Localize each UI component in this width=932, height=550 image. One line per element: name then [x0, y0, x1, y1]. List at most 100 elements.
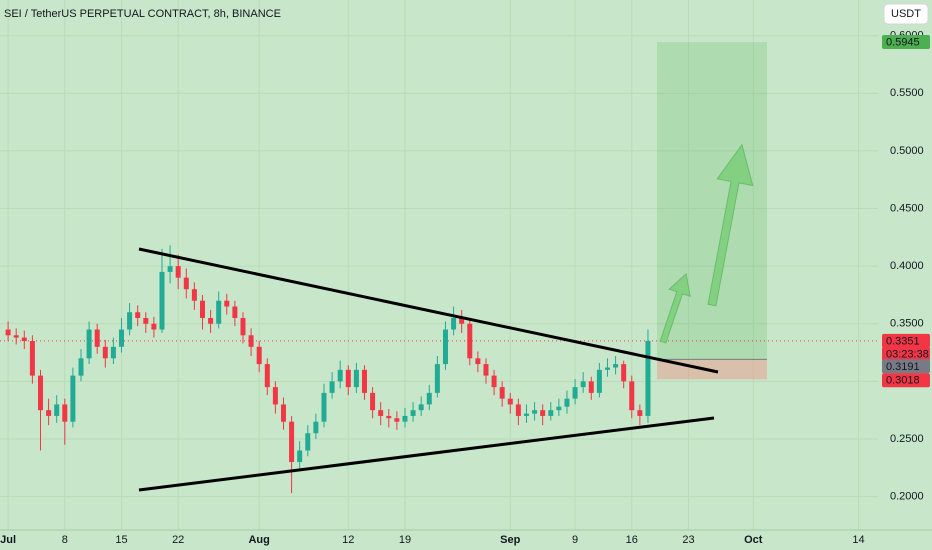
- candle-body: [54, 404, 60, 416]
- candle-body: [370, 392, 376, 411]
- candle-body: [507, 398, 513, 405]
- candle-body: [378, 410, 384, 416]
- entry-tag: 0.3191: [886, 361, 920, 373]
- candle-body: [46, 410, 52, 416]
- candle-body: [645, 340, 651, 416]
- candle-body: [183, 277, 189, 290]
- candle-body: [418, 404, 424, 411]
- y-tick-label: 0.4000: [890, 260, 924, 272]
- candle-body: [167, 266, 173, 272]
- candle-body: [613, 364, 619, 368]
- entry-tag-bg: [882, 359, 930, 374]
- x-tick-label: Oct: [744, 534, 763, 546]
- candle-body: [305, 433, 311, 451]
- x-tick-label: 19: [399, 534, 411, 546]
- candle-body: [345, 369, 351, 388]
- y-tick-label: 0.3500: [890, 318, 924, 330]
- candle-body: [451, 318, 457, 330]
- candle-body: [467, 323, 473, 359]
- candle-body: [459, 318, 465, 324]
- candle-body: [21, 337, 27, 342]
- x-tick-label: 22: [172, 534, 184, 546]
- candle-body: [637, 410, 643, 416]
- candle-body: [540, 410, 546, 416]
- candle-body: [127, 312, 133, 330]
- x-tick-label: 14: [852, 534, 864, 546]
- candle-body: [532, 410, 538, 414]
- candle-body: [280, 404, 286, 422]
- candle-body: [442, 329, 448, 365]
- candle-body: [159, 271, 165, 330]
- candle-body: [13, 335, 19, 338]
- candle-body: [191, 289, 197, 301]
- y-tick-label: 0.5500: [890, 87, 924, 99]
- target-tag-bg: [882, 35, 930, 50]
- x-tick-label: Aug: [248, 534, 269, 546]
- lower-trendline: [138, 416, 715, 492]
- candle-body: [629, 381, 635, 411]
- big-arrow: [707, 143, 754, 307]
- currency-label[interactable]: USDT: [891, 8, 921, 20]
- candle-body: [410, 410, 416, 416]
- candle-body: [556, 406, 562, 411]
- candle-body: [37, 375, 43, 411]
- x-tick-label: 12: [342, 534, 354, 546]
- candle-body: [199, 300, 205, 318]
- small-arrow: [659, 272, 691, 344]
- stop-tag-bg: [882, 373, 930, 388]
- candle-body: [248, 335, 254, 347]
- candle-body: [313, 421, 319, 434]
- x-tick-label: Sep: [500, 534, 520, 546]
- candle-body: [175, 266, 181, 278]
- candle-body: [483, 364, 489, 376]
- candle-body: [62, 404, 68, 422]
- candle-body: [596, 369, 602, 393]
- candle-body: [5, 329, 11, 336]
- currency-button[interactable]: [883, 3, 929, 25]
- upper-trendline: [138, 247, 719, 374]
- candle-body: [118, 329, 124, 347]
- candle-body: [361, 369, 367, 393]
- x-tick-label: 8: [62, 534, 68, 546]
- candle-body: [491, 375, 497, 388]
- candle-body: [256, 346, 262, 365]
- x-tick-label: Jul: [0, 534, 16, 546]
- candle-body: [102, 346, 108, 359]
- candle-body: [289, 421, 295, 463]
- y-tick-label: 0.2500: [890, 433, 924, 445]
- candle-body: [151, 323, 157, 330]
- y-tick-label: 0.4500: [890, 202, 924, 214]
- candle-body: [70, 375, 76, 422]
- candle-body: [78, 358, 84, 376]
- candle-body: [426, 392, 432, 405]
- candle-body: [402, 415, 408, 422]
- candle-body: [216, 300, 222, 324]
- candle-body: [434, 364, 440, 393]
- candle-body: [29, 341, 35, 376]
- candle-body: [272, 387, 278, 405]
- candle-body: [240, 318, 246, 336]
- candle-body: [208, 318, 214, 324]
- candle-body: [386, 415, 392, 419]
- candle-body: [499, 387, 505, 399]
- candle-body: [621, 364, 627, 382]
- x-tick-label: 16: [626, 534, 638, 546]
- candle-body: [143, 318, 149, 324]
- candle-body: [353, 369, 359, 388]
- candle-body: [337, 369, 343, 382]
- candle-body: [604, 367, 610, 370]
- countdown-tag-bg: [882, 346, 930, 361]
- candle-body: [523, 413, 529, 416]
- last-price-tag-bg: [882, 333, 930, 348]
- x-tick-label: 23: [682, 534, 694, 546]
- candle-body: [515, 404, 521, 416]
- candle-body: [264, 364, 270, 388]
- stop-tag: 0.3018: [886, 375, 920, 387]
- y-tick-label: 0.5000: [890, 145, 924, 157]
- candle-body: [572, 387, 578, 399]
- candle-body: [394, 418, 400, 422]
- x-tick-label: 9: [572, 534, 578, 546]
- y-tick-label: 0.2000: [890, 490, 924, 502]
